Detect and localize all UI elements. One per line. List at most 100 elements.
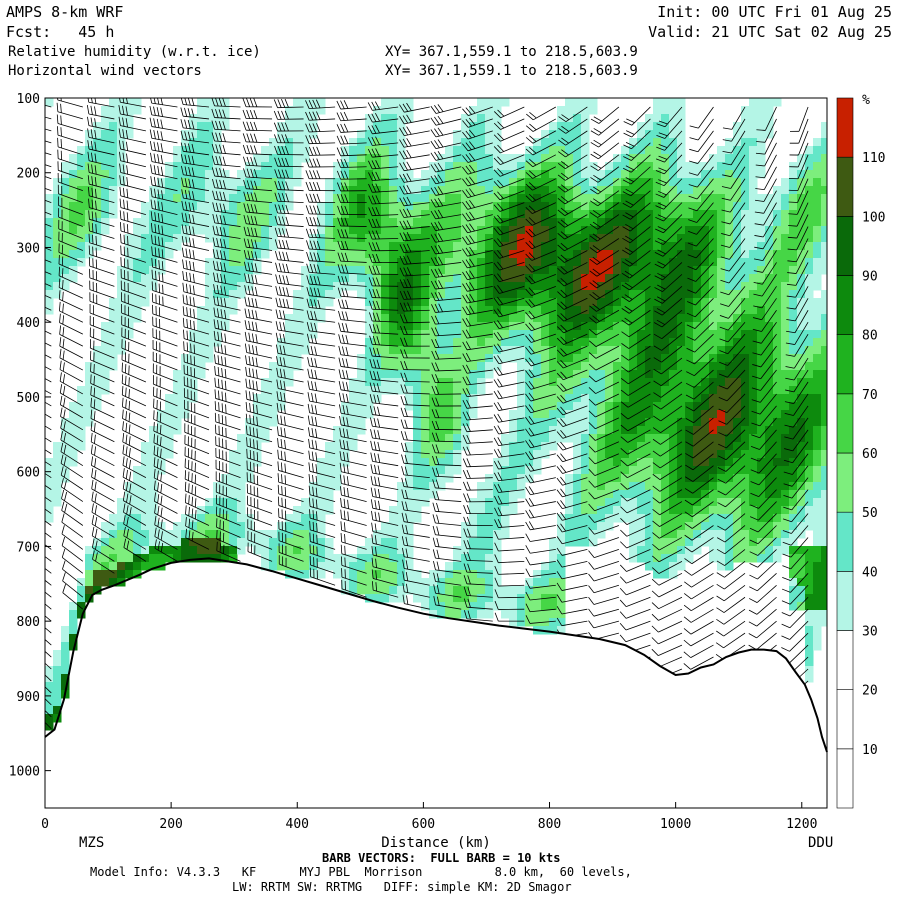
rh-cell	[597, 346, 606, 355]
rh-cell	[445, 338, 454, 347]
rh-cell	[605, 378, 614, 387]
rh-cell	[565, 394, 574, 403]
rh-cell	[421, 586, 430, 595]
rh-cell	[469, 282, 478, 291]
rh-cell	[685, 338, 694, 347]
rh-cell	[117, 122, 126, 131]
rh-cell	[245, 530, 254, 539]
rh-cell	[677, 386, 686, 395]
rh-cell	[589, 474, 598, 483]
rh-cell	[541, 570, 550, 579]
rh-cell	[301, 530, 310, 539]
rh-cell	[773, 98, 782, 107]
rh-cell	[637, 370, 646, 379]
wind-barb	[184, 423, 210, 443]
rh-cell	[437, 594, 446, 603]
rh-cell	[213, 290, 222, 299]
rh-cell	[165, 450, 174, 459]
rh-cell	[637, 282, 646, 291]
rh-cell	[285, 170, 294, 179]
rh-cell	[197, 370, 206, 379]
rh-cell	[789, 602, 798, 611]
wind-barb	[181, 212, 210, 227]
rh-cell	[509, 306, 518, 315]
rh-cell	[317, 234, 326, 243]
rh-cell	[53, 274, 62, 283]
wind-barb	[211, 155, 241, 168]
rh-cell	[757, 514, 766, 523]
rh-cell	[549, 274, 558, 283]
rh-cell	[469, 514, 478, 523]
wind-barb	[430, 280, 462, 290]
rh-cell	[573, 522, 582, 531]
wind-barb	[308, 427, 336, 443]
rh-cell	[477, 602, 486, 611]
rh-cell	[445, 570, 454, 579]
rh-cell	[421, 402, 430, 411]
wind-barb	[274, 134, 304, 144]
rh-cell	[397, 482, 406, 491]
wind-barb	[60, 442, 84, 467]
rh-cell	[765, 498, 774, 507]
rh-cell	[285, 562, 294, 571]
rh-cell	[805, 314, 814, 323]
wind-barb	[430, 162, 462, 173]
rh-cell	[637, 314, 646, 323]
rh-cell	[45, 266, 54, 275]
rh-cell	[445, 282, 454, 291]
rh-cell	[573, 266, 582, 275]
rh-cell	[805, 674, 814, 683]
rh-cell	[605, 474, 614, 483]
rh-cell	[269, 210, 278, 219]
rh-cell	[133, 234, 142, 243]
rh-cell	[805, 290, 814, 299]
rh-cell	[389, 506, 398, 515]
rh-cell	[741, 410, 750, 419]
wind-barb	[368, 206, 399, 217]
rh-cell	[125, 290, 134, 299]
rh-cell	[789, 546, 798, 555]
rh-cell	[581, 314, 590, 323]
rh-cell	[765, 490, 774, 499]
wind-barb	[336, 182, 367, 192]
wind-barb	[430, 221, 462, 231]
rh-cell	[469, 354, 478, 363]
rh-cell	[637, 130, 646, 139]
rh-cell	[797, 378, 806, 387]
wind-barb	[216, 530, 241, 550]
rh-cell	[685, 498, 694, 507]
rh-cell	[253, 154, 262, 163]
rh-cell	[413, 202, 422, 211]
rh-cell	[781, 410, 790, 419]
rh-cell	[333, 290, 342, 299]
wind-barb	[430, 268, 462, 278]
rh-cell	[533, 282, 542, 291]
rh-cell	[701, 218, 710, 227]
rh-cell	[781, 290, 790, 299]
rh-cell	[389, 98, 398, 107]
rh-cell	[237, 450, 246, 459]
wind-barb	[339, 404, 367, 419]
wind-barb	[336, 111, 367, 122]
wind-barb	[337, 287, 367, 299]
rh-cell	[797, 226, 806, 235]
rh-cell	[229, 178, 238, 187]
rh-cell	[645, 466, 654, 475]
rh-cell	[413, 482, 422, 491]
wind-barb	[123, 515, 147, 538]
rh-cell	[717, 290, 726, 299]
wind-barb	[307, 380, 336, 395]
rh-cell	[541, 146, 550, 155]
wind-barb	[45, 158, 52, 168]
rh-cell	[149, 490, 158, 499]
rh-cell	[509, 506, 518, 515]
wind-barb	[45, 134, 52, 144]
rh-cell	[85, 194, 94, 203]
rh-cell	[125, 514, 134, 523]
wind-barb	[118, 140, 146, 156]
wind-barb	[525, 451, 556, 460]
rh-cell	[493, 562, 502, 571]
rh-cell	[717, 530, 726, 539]
rh-cell	[773, 434, 782, 443]
wind-barb	[153, 410, 178, 431]
